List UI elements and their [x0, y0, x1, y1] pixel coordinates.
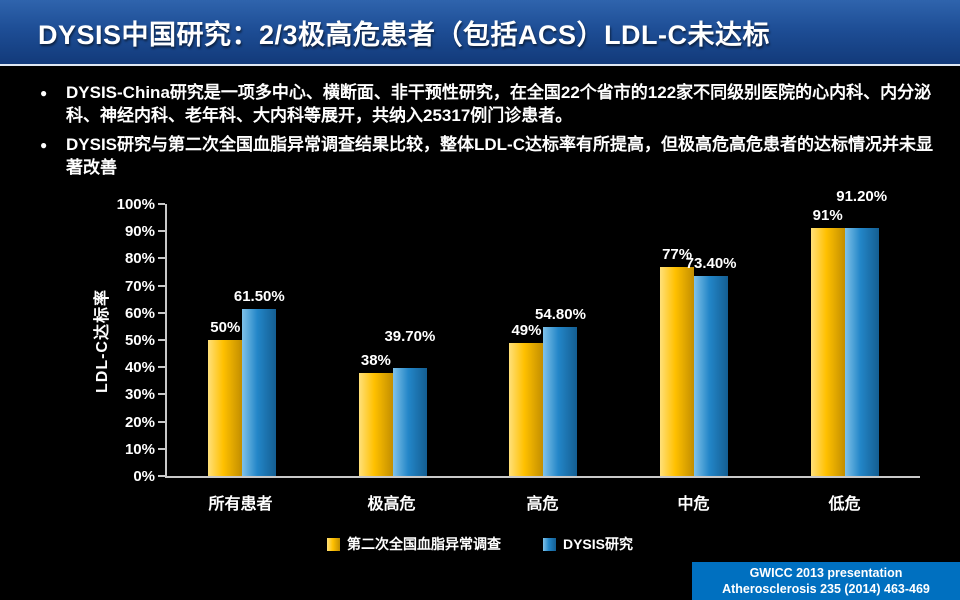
bullet-item: ● DYSIS-China研究是一项多中心、横断面、非干预性研究，在全国22个省… — [40, 82, 934, 127]
y-tick-label: 40% — [124, 359, 155, 377]
bullet-marker-icon: ● — [40, 138, 48, 153]
bar-value-label: 77% — [662, 245, 693, 263]
y-tick-label: 100% — [116, 196, 155, 213]
y-tick-mark — [158, 420, 165, 423]
legend-swatch — [542, 537, 556, 551]
source-line: Atherosclerosis 235 (2014) 463-469 — [722, 582, 930, 596]
y-tick-label: 70% — [124, 277, 155, 295]
category-group: 77% 73.40% — [619, 204, 770, 476]
x-axis-label: 低危 — [828, 496, 861, 513]
y-tick-mark — [158, 447, 165, 450]
bar: 39.70% — [384, 328, 435, 476]
legend-label: 第二次全国血脂异常调查 — [346, 536, 501, 552]
source-line: GWICC 2013 presentation — [749, 566, 903, 580]
x-axis-labels: 所有患者 极高危 高危 中危 低危 — [165, 490, 920, 514]
bar: 91% — [810, 207, 845, 476]
source-footer: GWICC 2013 presentation Atherosclerosis … — [692, 562, 960, 600]
bar-value-label: 91% — [812, 207, 843, 225]
y-tick-label: 30% — [124, 386, 155, 404]
y-tick-mark — [158, 366, 165, 369]
bar-value-label: 61.50% — [233, 287, 285, 305]
bar-value-label: 91.20% — [836, 187, 888, 205]
bar: 38% — [358, 352, 393, 476]
y-tick-label: 10% — [124, 440, 155, 458]
y-tick-label: 80% — [124, 250, 155, 268]
legend-item: DYSIS研究 — [542, 534, 633, 554]
y-tick-label: 90% — [124, 223, 155, 241]
x-axis-label: 所有患者 — [208, 496, 273, 513]
y-tick-mark — [158, 475, 165, 477]
bar: 73.40% — [686, 255, 737, 476]
slide-title: DYSIS中国研究：2/3极高危患者（包括ACS）LDL-C未达标 — [38, 19, 771, 50]
y-tick-mark — [158, 257, 165, 260]
y-tick-mark — [158, 339, 165, 341]
bullet-text: DYSIS-China研究是一项多中心、横断面、非干预性研究，在全国22个省市的… — [66, 83, 932, 125]
legend-swatch — [326, 537, 340, 551]
bar: 50% — [208, 319, 243, 476]
bar: 77% — [660, 246, 695, 476]
bullet-list: ● DYSIS-China研究是一项多中心、横断面、非干预性研究，在全国22个省… — [40, 82, 934, 186]
bullet-marker-icon: ● — [40, 86, 48, 100]
category-group: 49% 54.80% — [468, 204, 619, 476]
x-axis-label: 中危 — [677, 496, 710, 513]
y-tick-mark — [158, 203, 165, 205]
legend-item: 第二次全国血脂异常调查 — [326, 534, 501, 554]
y-tick-mark — [158, 284, 165, 287]
bullet-item: ● DYSIS研究与第二次全国血脂异常调查结果比较，整体LDL-C达标率有所提高… — [40, 134, 934, 179]
category-group: 38% 39.70% — [318, 204, 469, 476]
legend-label: DYSIS研究 — [562, 536, 633, 552]
x-axis-label: 极高危 — [367, 496, 416, 513]
bar-groups: 50% 61.50% 38% 39.70% 49% 54.80% 77% 73.40% 91% 9… — [167, 188, 920, 476]
bullet-text: DYSIS研究与第二次全国血脂异常调查结果比较，整体LDL-C达标率有所提高，但… — [66, 135, 933, 177]
bar-value-label: 50% — [210, 319, 241, 336]
bar: 61.50% — [234, 288, 285, 476]
y-tick-label: 60% — [124, 304, 155, 322]
slide-header: DYSIS中国研究：2/3极高危患者（包括ACS）LDL-C未达标 — [0, 0, 960, 66]
y-tick-label: 0% — [133, 468, 155, 485]
y-tick-label: 20% — [124, 413, 155, 431]
bar-value-label: 39.70% — [384, 328, 436, 346]
x-axis-label: 高危 — [526, 496, 559, 513]
bar-chart: LDL-C达标率 0% 10% 20% 30% 40% 50% 60% 70% 80% 90% 10… — [0, 188, 960, 562]
category-group: 91% 91.20% — [769, 188, 920, 476]
plot-area: 0% 10% 20% 30% 40% 50% 60% 70% 80% 90% 100% 50% 61.5… — [117, 188, 920, 485]
bar: 54.80% — [535, 306, 586, 476]
bar-value-label: 73.40% — [685, 255, 737, 273]
bar-value-label: 38% — [360, 351, 391, 369]
bar: 49% — [509, 322, 544, 476]
category-group: 50% 61.50% — [167, 204, 318, 476]
bar-value-label: 54.80% — [535, 305, 586, 323]
bar-value-label: 49% — [511, 321, 542, 339]
y-tick-label: 50% — [124, 332, 155, 349]
y-tick-mark — [158, 311, 165, 314]
y-tick-mark — [158, 393, 165, 396]
chart-legend: 第二次全国血脂异常调查 DYSIS研究 — [0, 534, 960, 554]
y-tick-mark — [158, 230, 165, 233]
bar: 91.20% — [836, 188, 887, 476]
